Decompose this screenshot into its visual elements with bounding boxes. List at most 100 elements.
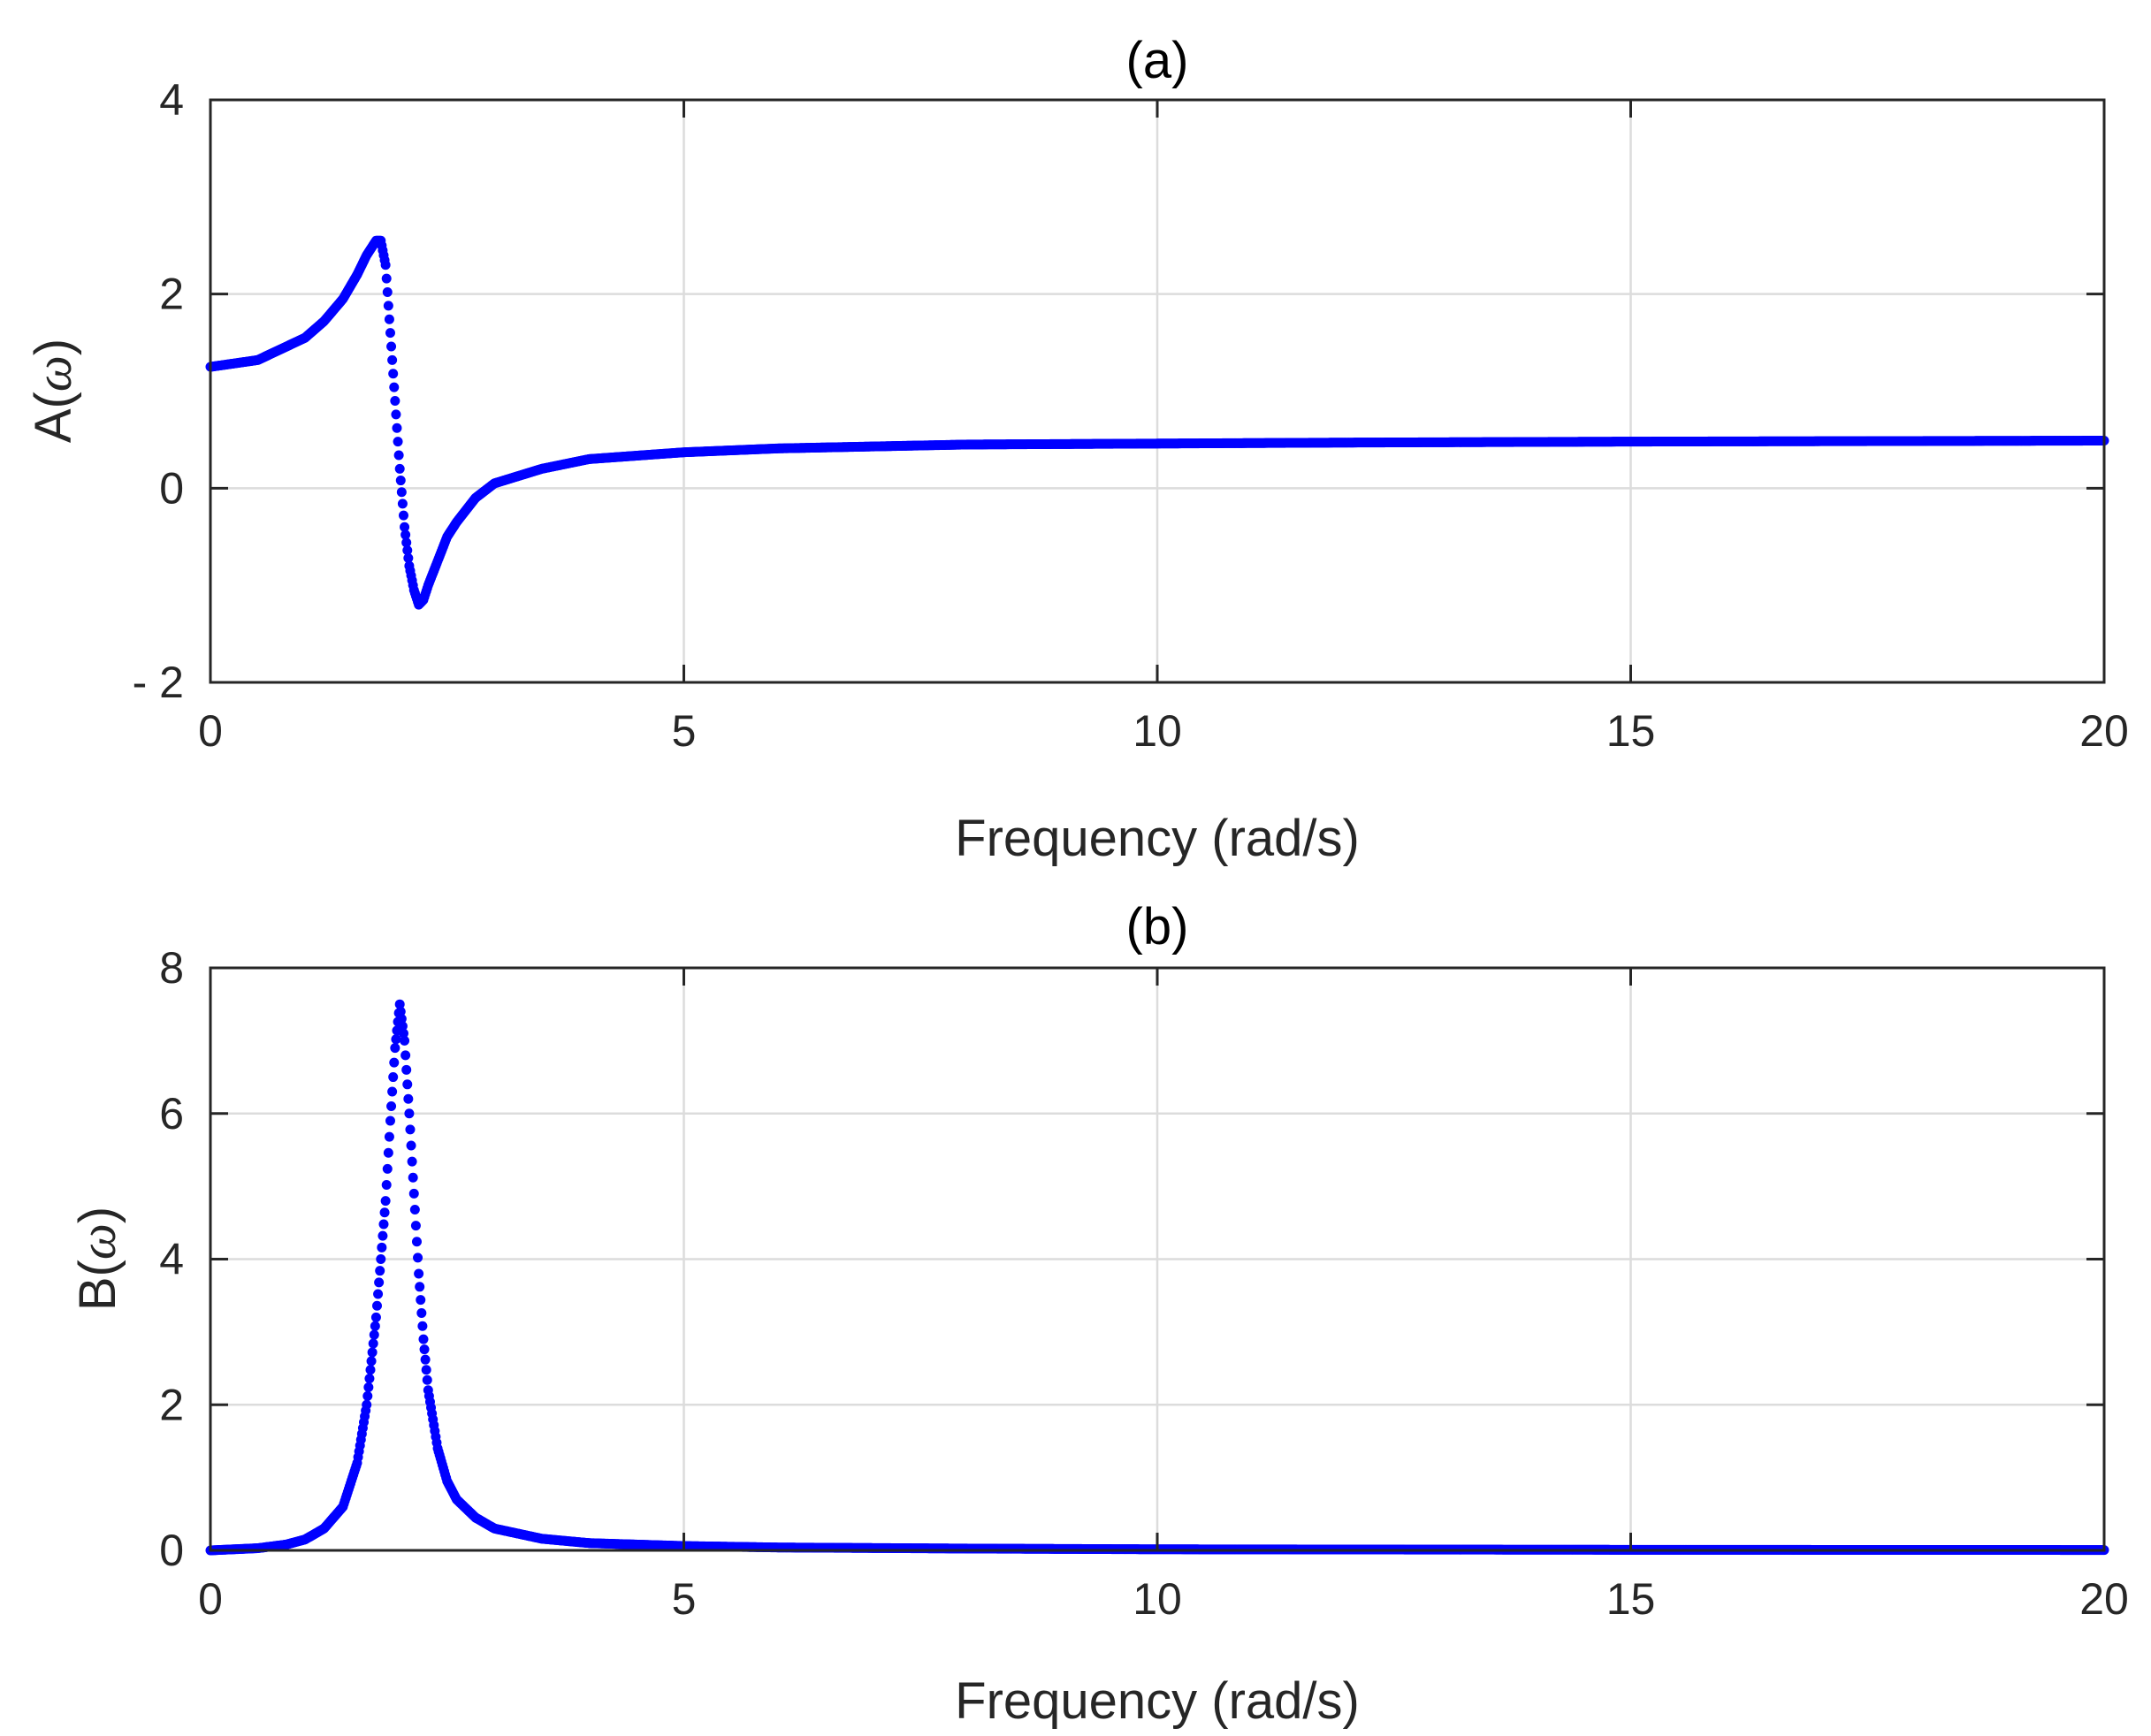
panel-a-xtick-label-0: 0	[198, 706, 223, 756]
panel-b-ytick-label-4: 8	[159, 943, 184, 993]
panel-b-data-point	[381, 1179, 392, 1190]
panel-b-data-point	[380, 1196, 391, 1207]
panel-b-data-point	[365, 1365, 376, 1375]
panel-b-data-point	[416, 1295, 426, 1306]
panel-b-data-point	[408, 1188, 419, 1199]
panel-a-ylabel-suffix: )	[25, 339, 82, 355]
panel-a-data-point	[393, 450, 404, 461]
panel-b-data-point	[397, 1021, 408, 1032]
panel-b-data-point	[362, 1390, 373, 1401]
panel-b-data-point	[406, 1140, 416, 1151]
panel-a-xtick-label-3: 15	[1606, 706, 1656, 756]
panel-b-data-point	[419, 1344, 430, 1355]
panel-b-data-point	[374, 1277, 385, 1288]
panel-a-data-point	[385, 328, 395, 339]
panel-a-ytick-labels: - 2 0 2 4	[133, 75, 184, 707]
panel-a-ytick-label-1: 0	[159, 463, 184, 513]
panel-b-data-point	[375, 1266, 385, 1276]
panel-b-data-point	[366, 1356, 377, 1367]
panel-a-ytick-label-2: 2	[159, 270, 184, 319]
panel-a-xlabel: Frequency (rad/s)	[955, 810, 1360, 867]
panel-b-ylabel: B(ω)	[69, 1207, 126, 1311]
panel-b-data-point	[362, 1399, 372, 1410]
panel-b-data-point	[420, 1354, 431, 1365]
panel-a-data-point	[400, 522, 410, 532]
panel-a-data-point	[403, 552, 414, 563]
panel-b-data-point	[407, 1156, 417, 1167]
panel-a-data-point	[398, 510, 408, 521]
panel-b-data-point	[418, 1334, 429, 1344]
panel-a: (a) 0 5 10 15 20 - 2 0 2 4 Frequency (rad/s) A(…	[25, 32, 2129, 867]
panel-b-data-point	[404, 1108, 415, 1119]
panel-b-data-point	[370, 1321, 380, 1331]
panel-b-data-point	[388, 1072, 399, 1083]
panel-b-data-point	[396, 1014, 407, 1024]
panel-b-grid	[210, 968, 2104, 1550]
panel-b-data-point	[370, 1312, 381, 1322]
panel-b-ylabel-prefix: B(	[69, 1260, 126, 1311]
panel-a-data-point	[394, 463, 405, 474]
panel-b-data-point	[372, 1300, 382, 1311]
panel-b-data-point	[368, 1338, 378, 1349]
panel-b-data-point	[367, 1347, 378, 1358]
panel-b: (b) 0 5 10 15 20 0 2 4 6 8 Frequency (rad/s) B(ω…	[69, 898, 2129, 1730]
panel-b-data-point	[405, 1124, 416, 1135]
panel-b-ticks	[209, 966, 2106, 1552]
panel-b-data-point	[400, 1050, 411, 1061]
panel-b-data-point	[414, 1268, 424, 1279]
panel-b-data-point	[402, 1079, 413, 1090]
panel-b-xlabel: Frequency (rad/s)	[955, 1672, 1360, 1730]
panel-b-ytick-label-2: 4	[159, 1235, 184, 1284]
panel-b-data-point	[394, 999, 405, 1009]
panel-b-data-point	[382, 1163, 393, 1174]
panel-a-data-point	[402, 545, 413, 556]
panel-b-ylabel-omega: ω	[69, 1223, 126, 1260]
panel-b-data-point	[422, 1374, 432, 1385]
panel-b-data-point	[416, 1307, 427, 1318]
panel-a-data-point	[386, 341, 397, 352]
panel-a-data-point	[389, 382, 400, 392]
panel-a-ylabel-prefix: A(	[25, 392, 82, 443]
panel-b-xtick-label-1: 5	[672, 1574, 697, 1624]
panel-b-data-point	[363, 1382, 374, 1392]
panel-b-data-point	[415, 1282, 425, 1292]
panel-a-data-point	[393, 437, 403, 447]
panel-a-data-point	[382, 286, 393, 297]
panel-a-data-point	[387, 354, 398, 365]
panel-b-data-point	[390, 1043, 400, 1054]
panel-a-ticks	[209, 98, 2106, 684]
panel-b-data-point	[376, 1254, 386, 1264]
panel-a-grid	[210, 100, 2104, 682]
panel-a-data-point	[395, 476, 406, 486]
panel-a-data-point	[392, 423, 402, 433]
panel-a-ytick-label-3: 4	[159, 75, 184, 125]
panel-b-data-point	[369, 1329, 379, 1340]
panel-a-xtick-labels: 0 5 10 15 20	[198, 706, 2129, 756]
panel-a-title: (a)	[1126, 32, 1189, 89]
panel-b-data-point	[417, 1321, 428, 1331]
panel-b-ytick-label-3: 6	[159, 1089, 184, 1138]
panel-a-ytick-label-0: - 2	[133, 658, 184, 707]
panel-b-data-point	[403, 1093, 414, 1104]
panel-b-title: (b)	[1126, 898, 1189, 956]
panel-b-data-point	[383, 1147, 393, 1158]
panel-b-data-point	[384, 1131, 394, 1142]
panel-a-data-point	[390, 395, 400, 406]
panel-a-data-point	[380, 260, 391, 270]
panel-a-xtick-label-2: 10	[1133, 706, 1182, 756]
panel-b-data-point	[409, 1204, 420, 1214]
panel-b-data-point	[378, 1230, 388, 1241]
panel-a-data-point	[400, 529, 411, 540]
panel-a-ylabel-omega: ω	[25, 355, 82, 392]
panel-b-data-point	[400, 1035, 410, 1046]
panel-b-ytick-label-0: 0	[159, 1526, 184, 1575]
panel-b-data-point	[411, 1237, 422, 1247]
panel-b-xtick-labels: 0 5 10 15 20	[198, 1574, 2129, 1624]
panel-a-data-point	[381, 273, 392, 284]
panel-b-data-point	[385, 1115, 395, 1126]
panel-a-data-point	[391, 409, 401, 420]
panel-b-ytick-label-1: 2	[159, 1380, 184, 1429]
panel-a-data-point	[384, 314, 394, 324]
panel-b-data-point	[421, 1365, 431, 1375]
